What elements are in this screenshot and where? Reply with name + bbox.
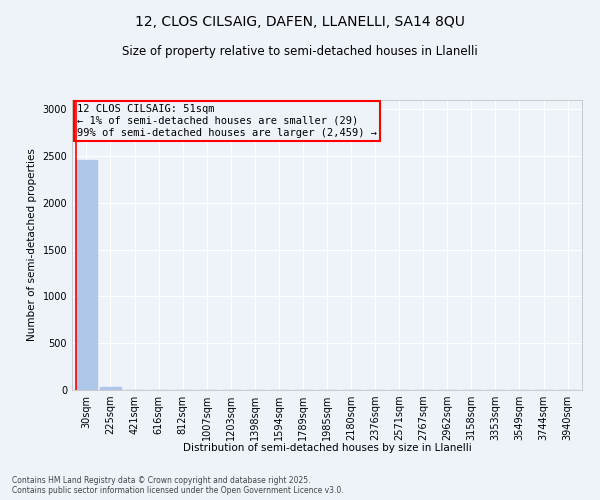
Text: Size of property relative to semi-detached houses in Llanelli: Size of property relative to semi-detach… [122, 45, 478, 58]
Text: 12 CLOS CILSAIG: 51sqm
← 1% of semi-detached houses are smaller (29)
99% of semi: 12 CLOS CILSAIG: 51sqm ← 1% of semi-deta… [77, 104, 377, 138]
Text: 12, CLOS CILSAIG, DAFEN, LLANELLI, SA14 8QU: 12, CLOS CILSAIG, DAFEN, LLANELLI, SA14 … [135, 15, 465, 29]
Y-axis label: Number of semi-detached properties: Number of semi-detached properties [27, 148, 37, 342]
Bar [100, 388, 121, 390]
Text: Contains HM Land Registry data © Crown copyright and database right 2025.
Contai: Contains HM Land Registry data © Crown c… [12, 476, 344, 495]
Bar [76, 160, 97, 390]
X-axis label: Distribution of semi-detached houses by size in Llanelli: Distribution of semi-detached houses by … [182, 444, 472, 454]
